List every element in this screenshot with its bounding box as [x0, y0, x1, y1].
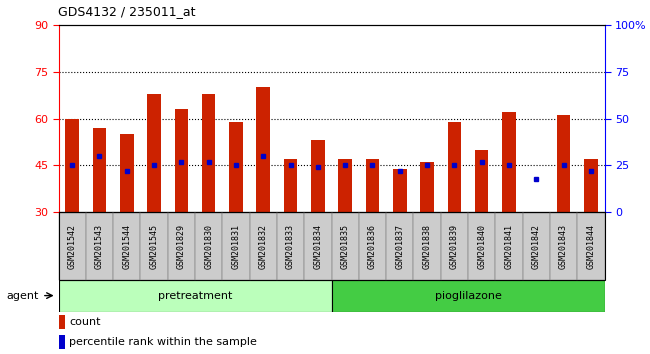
- Text: pioglilazone: pioglilazone: [435, 291, 501, 301]
- Bar: [474, 150, 489, 212]
- Text: GSM201840: GSM201840: [477, 223, 486, 269]
- Bar: [421, 162, 434, 212]
- Bar: [92, 128, 107, 212]
- Text: GSM201835: GSM201835: [341, 223, 350, 269]
- Text: GSM201543: GSM201543: [95, 223, 104, 269]
- FancyBboxPatch shape: [58, 280, 332, 312]
- Bar: [229, 122, 243, 212]
- Text: GSM201842: GSM201842: [532, 223, 541, 269]
- Text: GSM201544: GSM201544: [122, 223, 131, 269]
- Bar: [311, 141, 324, 212]
- Text: GSM201837: GSM201837: [395, 223, 404, 269]
- Text: GSM201843: GSM201843: [559, 223, 568, 269]
- Text: GSM201844: GSM201844: [586, 223, 595, 269]
- Text: GSM201834: GSM201834: [313, 223, 322, 269]
- Bar: [365, 159, 380, 212]
- Text: agent: agent: [6, 291, 39, 301]
- Bar: [584, 159, 598, 212]
- FancyBboxPatch shape: [332, 280, 604, 312]
- Text: GSM201833: GSM201833: [286, 223, 295, 269]
- Bar: [256, 87, 270, 212]
- Bar: [556, 115, 571, 212]
- Text: GSM201839: GSM201839: [450, 223, 459, 269]
- Text: count: count: [70, 318, 101, 327]
- Text: GSM201832: GSM201832: [259, 223, 268, 269]
- Text: GSM201830: GSM201830: [204, 223, 213, 269]
- Text: GSM201838: GSM201838: [422, 223, 432, 269]
- Text: GSM201836: GSM201836: [368, 223, 377, 269]
- Text: GSM201831: GSM201831: [231, 223, 240, 269]
- Text: GDS4132 / 235011_at: GDS4132 / 235011_at: [58, 5, 196, 18]
- Bar: [174, 109, 188, 212]
- Bar: [284, 159, 298, 212]
- Text: percentile rank within the sample: percentile rank within the sample: [70, 337, 257, 347]
- Bar: [202, 93, 216, 212]
- Bar: [65, 119, 79, 212]
- Bar: [120, 134, 134, 212]
- Text: GSM201829: GSM201829: [177, 223, 186, 269]
- Bar: [58, 335, 65, 348]
- Bar: [339, 159, 352, 212]
- Bar: [148, 93, 161, 212]
- Bar: [502, 112, 516, 212]
- Text: GSM201542: GSM201542: [68, 223, 77, 269]
- Text: GSM201841: GSM201841: [504, 223, 514, 269]
- Text: GSM201545: GSM201545: [150, 223, 159, 269]
- Bar: [447, 122, 461, 212]
- Text: pretreatment: pretreatment: [158, 291, 232, 301]
- Bar: [58, 315, 65, 329]
- Bar: [393, 169, 407, 212]
